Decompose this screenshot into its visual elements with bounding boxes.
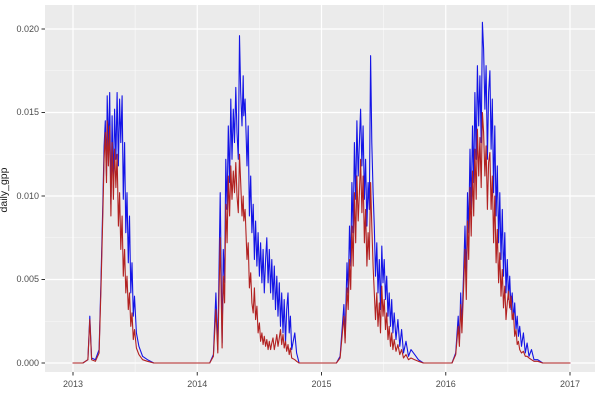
y-tick-label: 0.015 <box>16 107 39 117</box>
y-axis-title: daily_gpp <box>0 167 10 213</box>
y-tick-label: 0.005 <box>16 274 39 284</box>
y-tick-label: 0.000 <box>16 357 39 368</box>
series-line-daily_gpp_red <box>72 111 571 364</box>
y-tick-label: 0.010 <box>16 190 39 201</box>
x-tick-label: 2014 <box>187 379 208 389</box>
y-tick-label: 0.020 <box>16 23 39 34</box>
x-tick-label: 2015 <box>311 379 332 389</box>
plot-panel-background <box>45 5 595 372</box>
x-tick-label: 2017 <box>559 379 581 389</box>
x-tick-label: 2013 <box>62 379 84 389</box>
x-tick-label: 2016 <box>435 379 456 389</box>
